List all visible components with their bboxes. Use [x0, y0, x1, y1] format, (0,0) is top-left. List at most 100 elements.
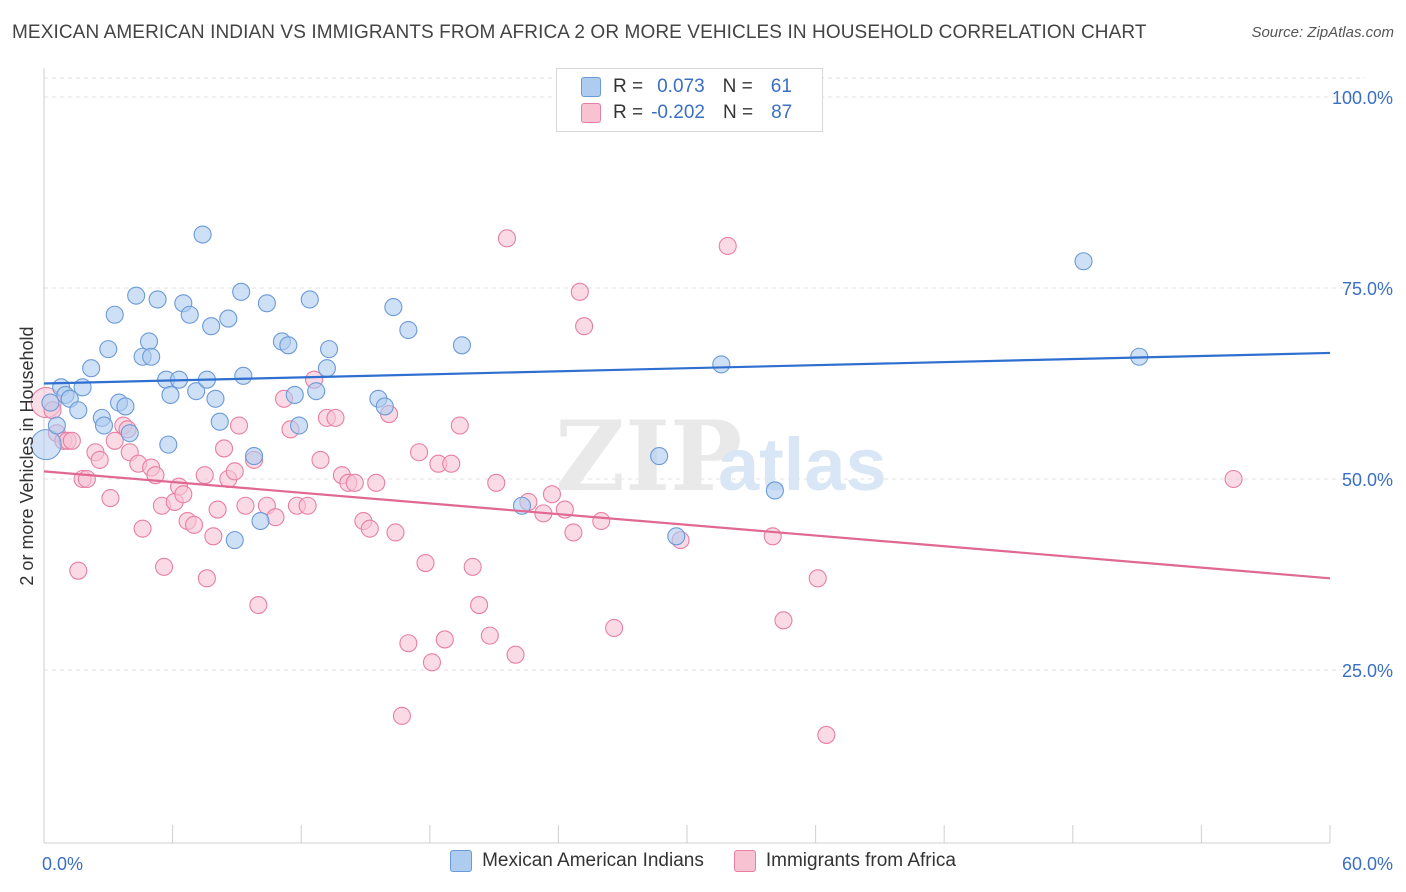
pink-point — [470, 596, 489, 615]
pink-point — [542, 485, 562, 504]
blue-point — [193, 225, 212, 244]
y-axis-label: 2 or more Vehicles in Household — [17, 326, 37, 585]
n-label: N = — [722, 102, 754, 123]
pink-point — [360, 519, 379, 538]
pink-trend-line — [43, 470, 1331, 580]
tick-labels: 25.0% 50.0% 75.0% 100.0% 0.0% 60.0% — [42, 88, 1393, 874]
pink-point — [184, 515, 204, 534]
pink-point — [497, 229, 517, 248]
trend-lines — [43, 351, 1331, 580]
blue-point — [148, 290, 167, 309]
pink-point — [345, 473, 364, 492]
blue-point — [712, 355, 731, 374]
blue-point — [384, 298, 403, 317]
pink-point — [298, 496, 317, 515]
pink-point — [225, 462, 244, 481]
pink-point — [214, 439, 234, 458]
blue-point — [187, 382, 206, 401]
pink-point — [69, 561, 88, 580]
blue-point — [202, 317, 221, 336]
pink-point — [416, 553, 435, 573]
pink-point — [1224, 469, 1243, 489]
stats-row-pink: R = -0.202 N = 87 — [581, 100, 792, 126]
pink-point — [174, 485, 193, 504]
blue-point — [82, 359, 101, 378]
blue-point — [47, 416, 66, 435]
blue-swatch — [581, 77, 601, 97]
legend-item-blue[interactable]: Mexican American Indians — [450, 850, 704, 872]
blue-point — [667, 527, 686, 546]
blue-point — [206, 389, 225, 408]
blue-point — [765, 481, 784, 500]
pink-point — [229, 416, 249, 435]
pink-point — [399, 634, 418, 653]
pink-point — [249, 596, 268, 615]
pink-point — [763, 527, 782, 546]
pink-point — [197, 569, 216, 588]
pink-point — [386, 523, 405, 542]
chart-title: MEXICAN AMERICAN INDIAN VS IMMIGRANTS FR… — [12, 22, 1147, 43]
r-value: 0.073 — [657, 76, 705, 97]
blue-point — [219, 309, 238, 328]
blue-point — [139, 332, 159, 351]
pink-point — [442, 454, 461, 473]
blue-point — [307, 382, 326, 401]
pink-point — [592, 511, 611, 531]
n-value: 87 — [771, 102, 793, 123]
legend-pink-swatch — [733, 850, 756, 872]
blue-point — [142, 347, 161, 366]
blue-point — [279, 336, 298, 355]
watermark-zip: ZIP — [555, 400, 742, 513]
pink-point — [105, 431, 124, 450]
pink-point — [195, 466, 214, 485]
blue-point — [317, 359, 336, 378]
blue-point — [69, 401, 88, 420]
pink-point — [605, 618, 624, 638]
blue-point — [375, 397, 394, 416]
pink-point — [450, 416, 469, 435]
pink-point — [817, 725, 836, 744]
watermark-atlas: atlas — [718, 423, 887, 506]
pink-point — [435, 630, 454, 649]
blue-point — [399, 320, 418, 340]
pink-point — [367, 473, 386, 492]
blue-point — [30, 429, 62, 461]
y-tick-label: 25.0% — [1342, 661, 1393, 681]
stats-row-blue: R = 0.073 N = 61 — [581, 74, 792, 100]
pink-point — [718, 236, 737, 256]
blue-point — [232, 282, 251, 301]
legend-blue-swatch — [450, 850, 473, 872]
blue-series-points — [30, 87, 1149, 550]
y-tick-label: 100.0% — [1332, 88, 1393, 108]
n-value: 61 — [770, 76, 792, 97]
blue-point — [116, 397, 135, 416]
legend-item-pink[interactable]: Immigrants from Africa — [733, 850, 956, 872]
y-tick-label: 50.0% — [1342, 470, 1393, 490]
pink-point — [570, 282, 589, 301]
x-tick-label-max: 60.0% — [1342, 854, 1393, 874]
pink-swatch — [581, 103, 601, 123]
blue-point — [650, 447, 669, 466]
pink-point — [506, 645, 525, 664]
legend-blue-label: Mexican American Indians — [482, 850, 704, 871]
blue-point — [320, 340, 339, 359]
pink-point — [62, 431, 81, 450]
blue-point — [159, 435, 178, 454]
bottom-legend: Mexican American Indians Immigrants from… — [0, 850, 1406, 872]
pink-point — [133, 519, 152, 538]
pink-point — [463, 557, 482, 576]
pink-point — [564, 523, 583, 542]
blue-point — [99, 340, 118, 359]
blue-trend-line — [43, 351, 1331, 385]
blue-point — [300, 290, 319, 309]
blue-point — [285, 385, 304, 405]
r-value: -0.202 — [651, 102, 705, 123]
pink-point — [236, 496, 255, 515]
pink-point — [154, 557, 174, 576]
blue-point — [452, 336, 472, 355]
pink-point — [311, 450, 330, 469]
blue-point — [94, 416, 114, 435]
pink-point — [410, 443, 429, 462]
pink-point — [392, 706, 411, 725]
